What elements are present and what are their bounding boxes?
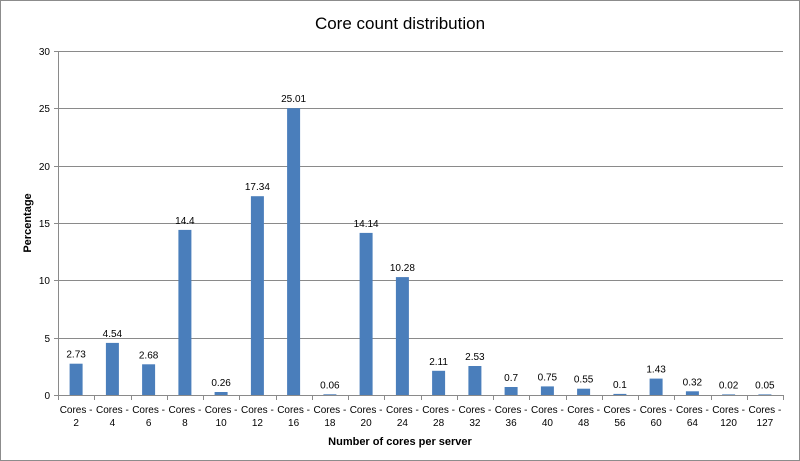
y-tick-label: 30 (39, 47, 51, 58)
x-tick-label: Cores - (459, 405, 492, 416)
x-tick-label: 64 (687, 418, 699, 429)
x-tick-label: Cores - (567, 405, 600, 416)
bar-36 (504, 387, 518, 395)
data-label: 17.34 (245, 182, 270, 193)
data-label: 0.26 (211, 378, 231, 389)
x-tick-label: 10 (216, 418, 228, 429)
data-label: 2.68 (139, 350, 159, 361)
y-axis-title: Percentage (22, 193, 34, 252)
x-tick-label: 60 (651, 418, 663, 429)
bar-10 (214, 392, 228, 395)
x-tick-label: 6 (146, 418, 152, 429)
bar-16 (287, 108, 301, 395)
y-tick-label: 0 (44, 391, 50, 402)
bar-64 (685, 391, 699, 395)
x-tick-label: Cores - (277, 405, 310, 416)
x-tick-label: Cores - (749, 405, 782, 416)
data-label: 2.11 (429, 357, 448, 368)
y-tick-label: 25 (39, 104, 51, 115)
x-tick-label: 56 (614, 418, 626, 429)
x-tick-label: 8 (182, 418, 188, 429)
x-tick-label: Cores - (241, 405, 274, 416)
bar-32 (468, 366, 482, 395)
x-tick-label: 120 (720, 418, 737, 429)
x-tick-label: 16 (288, 418, 300, 429)
axes: 0 5 10 15 20 25 30 Cores - 2 Cores - 4 Cores - 6 Core… (39, 47, 784, 429)
x-tick-label: Cores - (314, 405, 347, 416)
x-tick-label: 40 (542, 418, 554, 429)
bar-56 (613, 393, 627, 395)
x-tick-label: Cores - (386, 405, 419, 416)
data-label: 0.1 (613, 380, 627, 391)
data-label: 0.7 (504, 373, 518, 384)
x-tick-label: 36 (506, 418, 518, 429)
x-tick-label: 28 (433, 418, 445, 429)
data-label: 0.32 (683, 377, 703, 388)
data-label: 2.73 (66, 350, 86, 361)
bar-120 (722, 394, 736, 395)
y-tick-label: 10 (39, 276, 51, 287)
data-label: 25.01 (281, 94, 306, 105)
x-tick-label: 127 (757, 418, 774, 429)
bar-8 (178, 229, 192, 395)
x-tick-label: Cores - (205, 405, 238, 416)
bar-28 (432, 370, 446, 395)
x-tick-label: Cores - (422, 405, 455, 416)
x-tick-label: Cores - (169, 405, 202, 416)
data-label: 0.75 (538, 372, 558, 383)
y-tick-label: 20 (39, 162, 51, 173)
data-label: 0.05 (755, 380, 775, 391)
bar-20 (359, 232, 373, 395)
data-label: 14.14 (354, 219, 379, 230)
bar-127 (758, 394, 772, 395)
x-tick-label: Cores - (604, 405, 637, 416)
bar-60 (649, 378, 663, 395)
data-label: 14.4 (175, 216, 195, 227)
x-tick-label: 2 (73, 418, 79, 429)
x-tick-label: 12 (252, 418, 264, 429)
data-labels: 2.73 4.54 2.68 14.4 0.26 17.34 25.01 0.06 14.14 1… (66, 94, 775, 391)
bar-18 (323, 394, 337, 395)
data-label: 0.55 (574, 375, 594, 386)
bar-48 (577, 388, 591, 395)
x-tick-label: 4 (110, 418, 116, 429)
data-label: 2.53 (465, 352, 485, 363)
x-tick-label: Cores - (531, 405, 564, 416)
x-tick-label: Cores - (676, 405, 709, 416)
x-tick-label: Cores - (60, 405, 93, 416)
data-label: 4.54 (103, 329, 123, 340)
data-label: 0.06 (320, 380, 340, 391)
chart-title: Core count distribution (315, 14, 485, 33)
bars (69, 108, 772, 395)
bar-24 (395, 277, 409, 395)
x-axis-title: Number of cores per server (328, 436, 472, 448)
y-tick-label: 15 (39, 219, 51, 230)
gridlines (58, 51, 783, 339)
bar-6 (142, 364, 156, 395)
bar-2 (69, 363, 83, 395)
bar-12 (250, 196, 264, 395)
x-tick-label: Cores - (350, 405, 383, 416)
x-tick-label: 20 (361, 418, 373, 429)
data-label: 1.43 (646, 365, 666, 376)
x-tick-label: 48 (578, 418, 590, 429)
x-tick-label: Cores - (712, 405, 745, 416)
y-tick-label: 5 (44, 334, 50, 345)
data-label: 10.28 (390, 263, 415, 274)
bar-4 (105, 342, 119, 395)
data-label: 0.02 (719, 380, 739, 391)
x-tick-label: Cores - (640, 405, 673, 416)
x-tick-label: 24 (397, 418, 409, 429)
x-tick-label: Cores - (495, 405, 528, 416)
bar-40 (540, 386, 554, 395)
x-tick-label: Cores - (132, 405, 165, 416)
x-tick-label: 32 (469, 418, 481, 429)
x-tick-label: 18 (324, 418, 336, 429)
x-tick-label: Cores - (96, 405, 129, 416)
